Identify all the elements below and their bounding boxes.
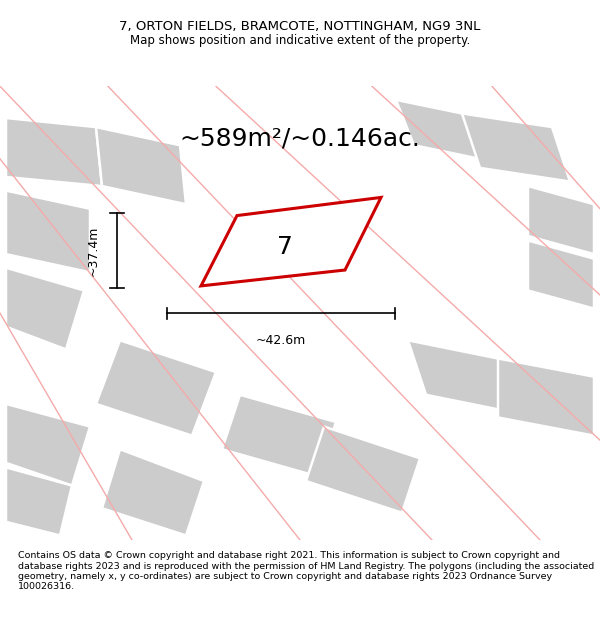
Polygon shape (222, 395, 336, 476)
Polygon shape (6, 118, 102, 186)
Polygon shape (102, 449, 204, 536)
Polygon shape (6, 191, 90, 272)
Polygon shape (408, 341, 516, 413)
Polygon shape (528, 186, 594, 254)
Text: Contains OS data © Crown copyright and database right 2021. This information is : Contains OS data © Crown copyright and d… (18, 551, 594, 591)
Text: ~42.6m: ~42.6m (256, 334, 306, 347)
Polygon shape (6, 468, 72, 536)
Text: Map shows position and indicative extent of the property.: Map shows position and indicative extent… (130, 34, 470, 47)
Polygon shape (201, 198, 381, 286)
Polygon shape (96, 127, 186, 204)
Polygon shape (462, 114, 570, 181)
Polygon shape (306, 426, 420, 512)
Polygon shape (396, 100, 480, 159)
Text: 7: 7 (277, 235, 293, 259)
Polygon shape (498, 359, 594, 436)
Polygon shape (6, 404, 90, 486)
Text: ~589m²/~0.146ac.: ~589m²/~0.146ac. (179, 126, 421, 151)
Text: ~37.4m: ~37.4m (86, 226, 100, 276)
Polygon shape (6, 268, 84, 349)
Polygon shape (528, 241, 594, 309)
Text: 7, ORTON FIELDS, BRAMCOTE, NOTTINGHAM, NG9 3NL: 7, ORTON FIELDS, BRAMCOTE, NOTTINGHAM, N… (119, 21, 481, 33)
Polygon shape (96, 341, 216, 436)
